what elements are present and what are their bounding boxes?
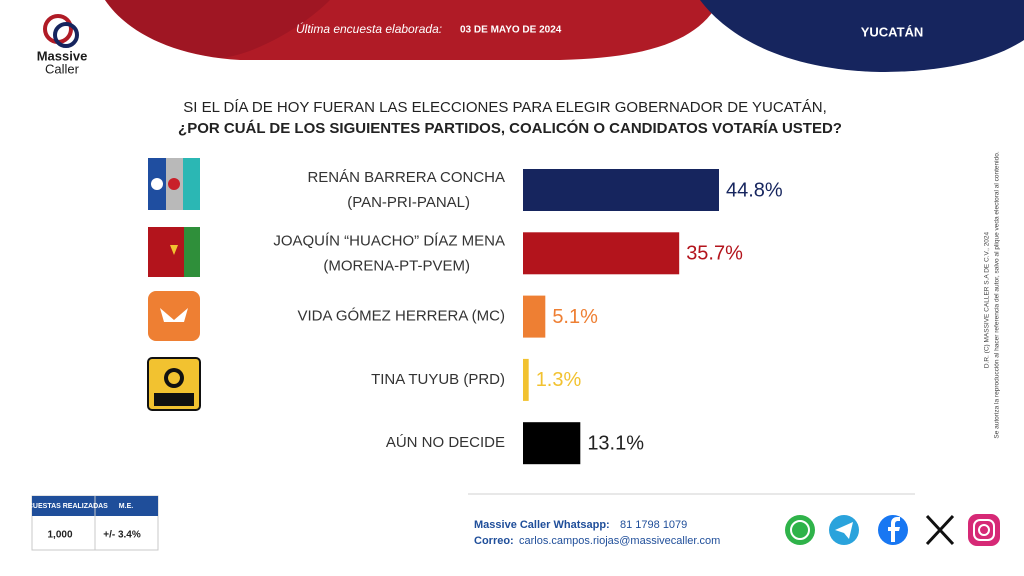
- bar-rows: RENÁN BARRERA CONCHA (PAN-PRI-PANAL) 44.8%…: [273, 169, 783, 465]
- logo-ring: [53, 22, 79, 48]
- brand-top: Massive: [37, 48, 88, 63]
- value-label: 5.1%: [552, 306, 598, 328]
- chart-subtitle: ¿POR CUÁL DE LOS SIGUIENTES PARTIDOS, CO…: [178, 119, 842, 137]
- email-label: Correo:: [474, 535, 514, 547]
- icon-mark: [925, 514, 955, 546]
- icon-mark: [888, 517, 900, 542]
- icon-mark: [973, 519, 995, 541]
- table-header-cell: ENCUESTAS REALIZADAS: [18, 503, 108, 510]
- header-shade: [105, 0, 330, 58]
- logo-pvem: [184, 227, 200, 277]
- logo-panal: [183, 158, 200, 210]
- bar: [523, 295, 546, 338]
- category-party: (MORENA-PT-PVEM): [323, 257, 470, 274]
- logo-mark: [151, 178, 163, 190]
- category-party: (PAN-PRI-PANAL): [347, 194, 470, 211]
- bar: [523, 358, 529, 401]
- survey-table: ENCUESTAS REALIZADAS M.E. 1,000 +/- 3.4%: [18, 495, 159, 551]
- social-icons: [785, 514, 1000, 546]
- survey-date: 03 DE MAYO DE 2024: [460, 25, 562, 36]
- region: YUCATÁN: [861, 24, 924, 39]
- whatsapp-label: Massive Caller Whatsapp:: [474, 519, 610, 531]
- survey-label: Última encuesta elaborada:: [296, 21, 442, 36]
- instagram-icon[interactable]: [968, 514, 1000, 546]
- logo-mark: [160, 308, 188, 322]
- whatsapp-icon[interactable]: [785, 515, 815, 545]
- table-cell: 1,000: [47, 530, 72, 541]
- category-label: RENÁN BARRERA CONCHA: [307, 169, 505, 186]
- table-header-cell: M.E.: [119, 503, 133, 510]
- side-note: Se autoriza la reproducción al hacer ref…: [994, 151, 1001, 438]
- whatsapp: 81 1798 1079: [620, 519, 687, 531]
- table-cell: +/- 3.4%: [103, 530, 141, 541]
- category-label: JOAQUÍN “HUACHO” DÍAZ MENA: [273, 232, 505, 249]
- value-label: 44.8%: [726, 179, 783, 201]
- logo-mark: [168, 178, 180, 190]
- chart-title: SI EL DÍA DE HOY FUERAN LAS ELECCIONES P…: [183, 99, 827, 116]
- brand-bottom: Caller: [45, 61, 80, 76]
- brand-logo: Massive Caller: [37, 14, 88, 76]
- category-label: TINA TUYUB (PRD): [371, 371, 505, 388]
- icon-mark: [790, 520, 810, 540]
- logo-mark: [154, 393, 194, 406]
- bar: [523, 232, 680, 275]
- logo-mark: [168, 372, 180, 384]
- bar: [523, 422, 581, 465]
- email: carlos.campos.riojas@massivecaller.com: [519, 535, 720, 547]
- icon-mark: [835, 522, 853, 539]
- value-label: 35.7%: [686, 243, 743, 265]
- category-label: AÚN NO DECIDE: [386, 434, 505, 451]
- bar: [523, 169, 719, 211]
- icon-mark: [978, 524, 990, 536]
- category-label: VIDA GÓMEZ HERRERA (MC): [297, 308, 505, 325]
- party-logos: [147, 158, 201, 411]
- value-label: 1.3%: [536, 369, 582, 391]
- region-band: [700, 0, 1024, 72]
- logo-mark: [170, 245, 178, 255]
- logo-mc: [148, 291, 200, 341]
- value-label: 13.1%: [587, 432, 644, 454]
- side-note: D.R. (C) MASSIVE CALLER S.A DE C.V., 202…: [984, 231, 991, 368]
